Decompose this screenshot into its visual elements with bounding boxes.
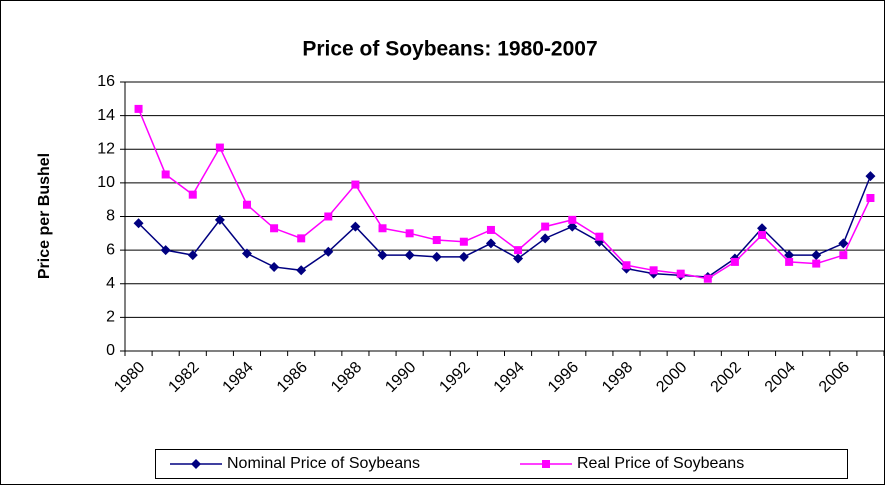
y-tick-label: 6	[106, 241, 115, 258]
square-marker	[215, 143, 224, 152]
diamond-marker	[540, 233, 551, 244]
diamond-marker	[323, 246, 334, 257]
diamond-marker	[404, 250, 415, 261]
legend-marker	[542, 460, 550, 468]
diamond-marker	[485, 238, 496, 249]
square-marker	[486, 225, 495, 234]
square-marker	[378, 224, 387, 233]
y-tick-label: 10	[97, 174, 115, 191]
legend-box	[155, 449, 848, 479]
diamond-marker	[458, 251, 469, 262]
diamond-marker	[187, 250, 198, 261]
square-marker	[568, 215, 577, 224]
square-marker	[703, 274, 712, 283]
diamond-marker	[296, 265, 307, 276]
diamond-marker	[160, 245, 171, 256]
square-marker	[839, 251, 848, 260]
legend-label: Nominal Price of Soybeans	[227, 455, 420, 472]
diamond-marker	[865, 171, 876, 182]
square-marker	[432, 236, 441, 245]
y-tick-label: 0	[106, 342, 115, 359]
y-tick-label: 14	[97, 107, 115, 124]
diamond-marker	[811, 250, 822, 261]
diamond-marker	[784, 250, 795, 261]
legend-label: Real Price of Soybeans	[577, 455, 744, 472]
diamond-marker	[838, 238, 849, 249]
square-marker	[324, 212, 333, 221]
square-marker	[649, 266, 658, 275]
y-tick-label: 4	[106, 275, 115, 292]
y-tick-label: 16	[97, 73, 115, 90]
square-marker	[242, 200, 251, 209]
square-marker	[730, 257, 739, 266]
square-marker	[595, 232, 604, 241]
legend-marker	[191, 459, 201, 469]
square-marker	[297, 234, 306, 243]
square-marker	[134, 104, 143, 113]
y-tick-label: 2	[106, 309, 115, 326]
y-tick-label: 12	[97, 140, 115, 157]
square-marker	[866, 194, 875, 203]
diamond-marker	[133, 218, 144, 229]
square-marker	[676, 269, 685, 278]
series-line	[137, 108, 872, 280]
square-marker	[541, 222, 550, 231]
square-marker	[622, 261, 631, 270]
diamond-marker	[214, 214, 225, 225]
diamond-marker	[431, 251, 442, 262]
diamond-marker	[350, 221, 361, 232]
square-marker	[161, 170, 170, 179]
diamond-marker	[567, 221, 578, 232]
square-marker	[270, 224, 279, 233]
square-marker	[188, 190, 197, 199]
chart-title: Price of Soybeans: 1980-2007	[302, 38, 597, 61]
series-line	[138, 175, 872, 278]
square-marker	[812, 259, 821, 268]
diamond-marker	[241, 248, 252, 259]
square-marker	[351, 180, 360, 189]
square-marker	[405, 229, 414, 238]
square-marker	[459, 237, 468, 246]
diamond-marker	[377, 250, 388, 261]
diamond-marker	[269, 261, 280, 272]
square-marker	[758, 230, 767, 239]
y-tick-label: 8	[106, 208, 115, 225]
diamond-marker	[757, 223, 768, 234]
square-marker	[514, 246, 523, 255]
diamond-marker	[513, 253, 524, 264]
square-marker	[785, 257, 794, 266]
y-axis-label: Price per Bushel	[36, 153, 53, 279]
